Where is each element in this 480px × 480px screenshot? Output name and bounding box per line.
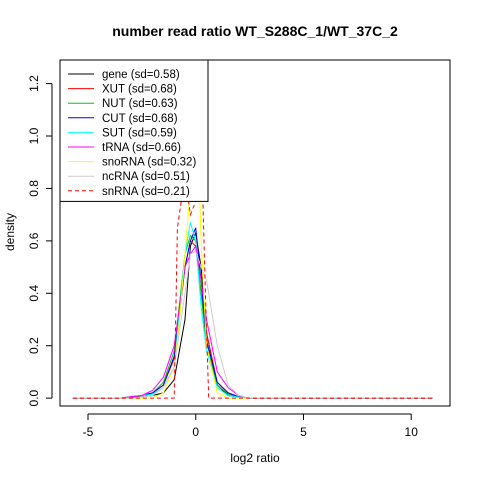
y-tick-label: 0.6 xyxy=(27,232,41,249)
series-line-0 xyxy=(72,231,433,399)
legend-label: snoRNA (sd=0.32) xyxy=(102,157,196,169)
legend-label: snRNA (sd=0.21) xyxy=(102,186,190,198)
series-line-2 xyxy=(72,234,433,399)
series-line-4 xyxy=(72,222,433,399)
legend-label: XUT (sd=0.68) xyxy=(102,84,177,96)
x-tick-label: 5 xyxy=(300,425,307,439)
legend-label: SUT (sd=0.59) xyxy=(102,127,177,139)
legend-label: tRNA (sd=0.66) xyxy=(102,142,181,154)
y-tick-label: 0.2 xyxy=(27,337,41,354)
series-line-3 xyxy=(72,227,433,399)
legend-box xyxy=(59,59,209,202)
x-axis-label: log2 ratio xyxy=(230,451,280,465)
x-tick-label: 10 xyxy=(405,425,419,439)
x-tick-label: -5 xyxy=(83,425,94,439)
y-tick-label: 1.0 xyxy=(27,127,41,144)
series-line-1 xyxy=(72,239,433,399)
legend-label: NUT (sd=0.63) xyxy=(102,98,178,110)
axes-layer: -5 0 5 10 0.0 0.2 0.4 0.6 0.8 1.0 1.2 xyxy=(27,59,451,439)
plot-frame xyxy=(59,59,451,407)
legend-label: gene (sd=0.58) xyxy=(102,69,180,81)
legend-label: ncRNA (sd=0.51) xyxy=(102,171,190,183)
series-line-5 xyxy=(72,244,433,399)
legend: gene (sd=0.58) XUT (sd=0.68) NUT (sd=0.63)… xyxy=(59,59,209,202)
series-line-7 xyxy=(72,250,433,399)
y-tick-label: 0.4 xyxy=(27,285,41,302)
y-tick-label: 0.0 xyxy=(27,389,41,406)
x-tick-label: 0 xyxy=(192,425,199,439)
chart-title: number read ratio WT_S288C_1/WT_37C_2 xyxy=(112,23,398,39)
y-tick-label: 0.8 xyxy=(27,180,41,197)
legend-label: CUT (sd=0.68) xyxy=(102,113,178,125)
y-tick-label: 1.2 xyxy=(27,75,41,92)
y-axis-label: density xyxy=(3,213,17,251)
